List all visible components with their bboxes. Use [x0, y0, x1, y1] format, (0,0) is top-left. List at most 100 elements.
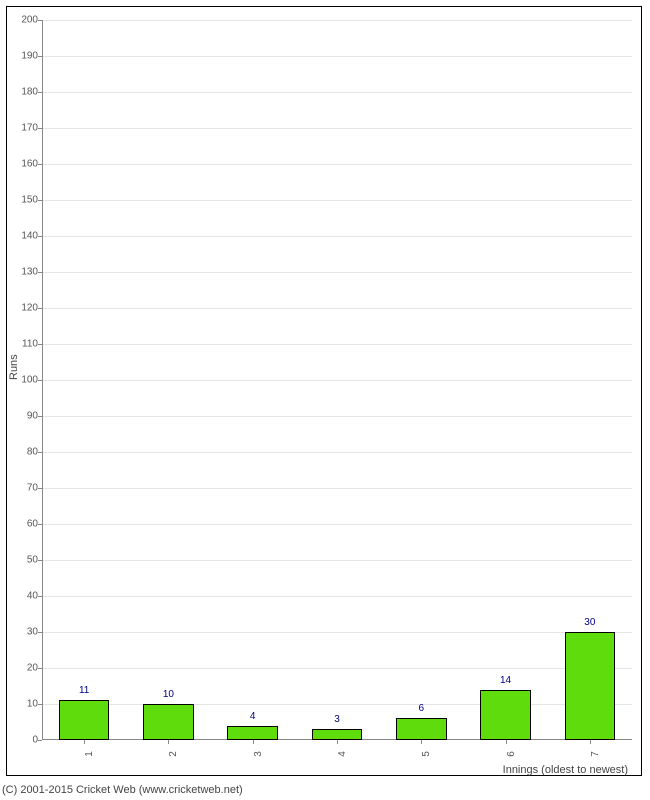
- bar: [59, 700, 110, 740]
- ytick-mark: [38, 488, 42, 489]
- xtick-label: 2: [168, 751, 179, 757]
- ytick-mark: [38, 416, 42, 417]
- bar-rect: [565, 632, 616, 740]
- bar: [227, 726, 278, 740]
- bar-rect: [480, 690, 531, 740]
- bar-rect: [59, 700, 110, 740]
- ytick-mark: [38, 560, 42, 561]
- ytick-label: 130: [21, 267, 38, 278]
- bar-rect: [227, 726, 278, 740]
- ytick-label: 140: [21, 231, 38, 242]
- xtick-label: 1: [84, 751, 95, 757]
- x-axis-label: Innings (oldest to newest): [503, 764, 628, 776]
- ytick-mark: [38, 20, 42, 21]
- value-label: 4: [250, 711, 256, 722]
- ytick-mark: [38, 236, 42, 237]
- xtick-label: 5: [421, 751, 432, 757]
- bar-rect: [312, 729, 363, 740]
- value-label: 30: [584, 617, 595, 628]
- ytick-mark: [38, 704, 42, 705]
- ytick-label: 180: [21, 87, 38, 98]
- xtick-label: 6: [506, 751, 517, 757]
- gridline: [43, 668, 632, 669]
- gridline: [43, 452, 632, 453]
- ytick-mark: [38, 56, 42, 57]
- ytick-mark: [38, 380, 42, 381]
- gridline: [43, 20, 632, 21]
- ytick-mark: [38, 632, 42, 633]
- xtick-mark: [253, 740, 254, 744]
- ytick-mark: [38, 740, 42, 741]
- value-label: 10: [163, 689, 174, 700]
- ytick-label: 40: [27, 591, 38, 602]
- ytick-label: 20: [27, 663, 38, 674]
- ytick-mark: [38, 308, 42, 309]
- ytick-mark: [38, 272, 42, 273]
- gridline: [43, 128, 632, 129]
- ytick-label: 90: [27, 411, 38, 422]
- gridline: [43, 272, 632, 273]
- gridline: [43, 56, 632, 57]
- bar: [396, 718, 447, 740]
- copyright-text: (C) 2001-2015 Cricket Web (www.cricketwe…: [2, 784, 243, 796]
- ytick-label: 110: [22, 339, 38, 350]
- gridline: [43, 380, 632, 381]
- value-label: 11: [79, 685, 89, 696]
- ytick-label: 60: [27, 519, 38, 530]
- ytick-label: 170: [21, 123, 38, 134]
- ytick-mark: [38, 344, 42, 345]
- bar-rect: [143, 704, 194, 740]
- ytick-mark: [38, 128, 42, 129]
- bar: [480, 690, 531, 740]
- value-label: 3: [334, 714, 340, 725]
- gridline: [43, 92, 632, 93]
- xtick-label: 7: [590, 751, 601, 757]
- plot-area: [42, 20, 632, 740]
- ytick-label: 190: [21, 51, 38, 62]
- gridline: [43, 200, 632, 201]
- ytick-mark: [38, 200, 42, 201]
- ytick-label: 10: [27, 699, 38, 710]
- ytick-label: 50: [27, 555, 38, 566]
- ytick-mark: [38, 452, 42, 453]
- value-label: 14: [500, 675, 511, 686]
- ytick-mark: [38, 164, 42, 165]
- xtick-mark: [84, 740, 85, 744]
- y-axis-label: Runs: [8, 354, 20, 380]
- ytick-label: 200: [21, 15, 38, 26]
- gridline: [43, 164, 632, 165]
- ytick-label: 70: [27, 483, 38, 494]
- bar: [312, 729, 363, 740]
- ytick-mark: [38, 668, 42, 669]
- xtick-label: 3: [253, 751, 264, 757]
- ytick-label: 80: [27, 447, 38, 458]
- ytick-label: 100: [21, 375, 38, 386]
- gridline: [43, 308, 632, 309]
- bar: [565, 632, 616, 740]
- gridline: [43, 560, 632, 561]
- ytick-label: 150: [21, 195, 38, 206]
- gridline: [43, 596, 632, 597]
- xtick-mark: [506, 740, 507, 744]
- value-label: 6: [419, 703, 425, 714]
- bar-rect: [396, 718, 447, 740]
- ytick-mark: [38, 596, 42, 597]
- ytick-label: 160: [21, 159, 38, 170]
- xtick-mark: [337, 740, 338, 744]
- gridline: [43, 344, 632, 345]
- bar: [143, 704, 194, 740]
- ytick-mark: [38, 92, 42, 93]
- xtick-mark: [590, 740, 591, 744]
- gridline: [43, 236, 632, 237]
- gridline: [43, 416, 632, 417]
- gridline: [43, 704, 632, 705]
- ytick-label: 120: [21, 303, 38, 314]
- xtick-mark: [168, 740, 169, 744]
- gridline: [43, 632, 632, 633]
- ytick-label: 30: [27, 627, 38, 638]
- xtick-mark: [421, 740, 422, 744]
- ytick-mark: [38, 524, 42, 525]
- xtick-label: 4: [337, 751, 348, 757]
- gridline: [43, 488, 632, 489]
- chart-container: Runs Innings (oldest to newest) (C) 2001…: [0, 0, 650, 800]
